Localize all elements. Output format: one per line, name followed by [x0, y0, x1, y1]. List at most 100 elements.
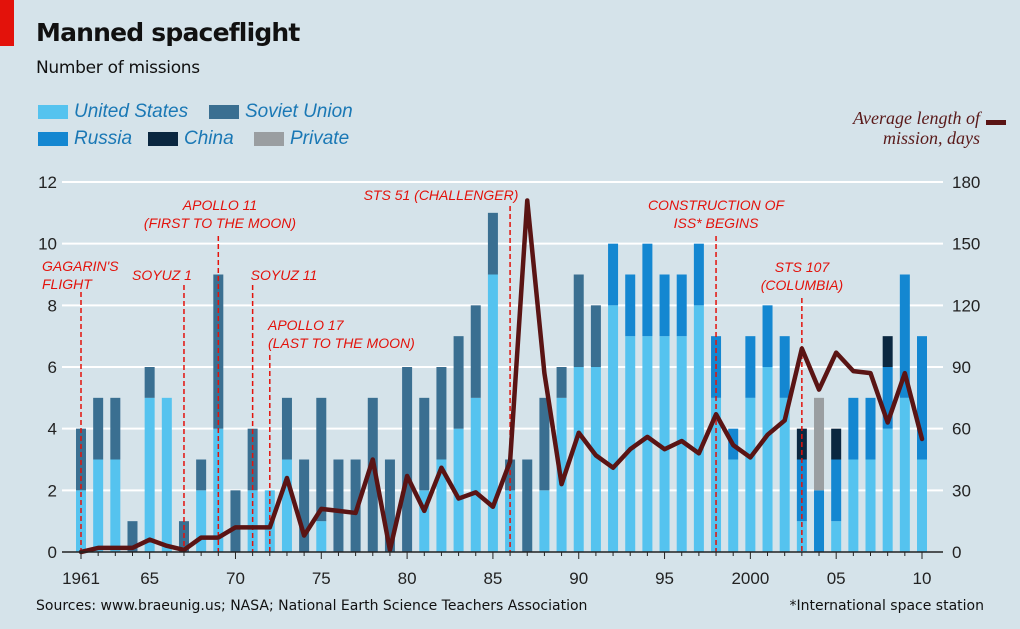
- annotation-label: FLIGHT: [42, 276, 93, 292]
- x-tick-label: 65: [140, 569, 159, 588]
- bar-segment: [281, 397, 292, 460]
- bar-segment: [93, 397, 104, 460]
- legend-label-private: Private: [290, 128, 350, 149]
- bar-segment: [316, 397, 327, 522]
- y-left-tick-label: 10: [38, 235, 57, 254]
- bar-segment: [539, 397, 550, 491]
- bar-segment: [590, 367, 601, 552]
- y-right-tick-label: 120: [952, 296, 980, 315]
- x-tick-label: 75: [312, 569, 331, 588]
- bar-segment: [917, 336, 927, 460]
- bar-segment: [779, 397, 790, 552]
- legend-swatch-china: [148, 132, 178, 146]
- bar-segment: [831, 459, 842, 522]
- bar-segment: [161, 397, 172, 552]
- line-legend: Average length of mission, days: [853, 108, 1006, 148]
- legend-private: Private: [254, 128, 349, 150]
- legend-label-china: China: [184, 128, 234, 149]
- annotation-label: STS 51 (CHALLENGER): [364, 187, 519, 203]
- bar-segment: [865, 397, 876, 460]
- bar-segment: [625, 274, 636, 337]
- x-tick-label: 90: [569, 569, 588, 588]
- annotation-label: (COLUMBIA): [761, 277, 843, 293]
- annotation-label: GAGARIN'S: [42, 258, 119, 274]
- bar-segment: [213, 428, 224, 552]
- annotation-label: STS 107: [775, 259, 831, 275]
- bar-segment: [436, 367, 447, 460]
- bar-segment: [728, 459, 739, 552]
- bar-segment: [127, 521, 138, 552]
- chart-title: Manned spaceflight: [36, 18, 300, 47]
- annotation-label: APOLLO 11: [182, 197, 257, 213]
- x-tick-label: 85: [483, 569, 502, 588]
- footnote: *International space station: [789, 598, 984, 614]
- y-left-tick-label: 8: [48, 296, 57, 315]
- legend-united-states: United States: [38, 101, 188, 123]
- bar-segment: [917, 459, 927, 552]
- bar-segment: [745, 336, 756, 398]
- bar-segment: [316, 521, 327, 552]
- legend-swatch-united-states: [38, 105, 68, 119]
- bar-segment: [281, 459, 292, 552]
- bar-segment: [608, 305, 619, 552]
- bar-segment: [882, 428, 893, 552]
- bar-segment: [573, 274, 584, 367]
- x-tick-label: 80: [398, 569, 417, 588]
- bar-segment: [882, 336, 893, 367]
- bar-segment: [110, 397, 121, 460]
- legend-soviet-union: Soviet Union: [209, 101, 353, 123]
- bar-segment: [573, 367, 584, 552]
- line-legend-label-2: mission, days: [882, 128, 980, 148]
- x-tick-label: 1961: [62, 569, 100, 588]
- bar-segment: [367, 397, 378, 552]
- y-right-tick-label: 30: [952, 481, 971, 500]
- bar-segment: [762, 305, 773, 367]
- bar-segment: [642, 336, 653, 552]
- annotation-label: SOYUZ 1: [132, 267, 192, 283]
- bar-segment: [899, 274, 910, 398]
- y-left-tick-label: 12: [38, 173, 57, 192]
- y-right-tick-label: 0: [952, 543, 961, 562]
- bar-segment: [230, 490, 241, 552]
- x-tick-label: 2000: [731, 569, 769, 588]
- bar-segment: [487, 274, 498, 552]
- bar-segment: [659, 274, 670, 337]
- bar-segment: [470, 397, 481, 552]
- brand-red-mark: [0, 0, 14, 46]
- y-left-tick-label: 6: [48, 358, 57, 377]
- legend-swatch-private: [254, 132, 284, 146]
- y-left-tick-label: 0: [48, 543, 57, 562]
- y-right-tick-label: 90: [952, 358, 971, 377]
- annotation-label: CONSTRUCTION OF: [648, 197, 786, 213]
- line-legend-swatch: [986, 120, 1006, 125]
- bar-segment: [299, 459, 310, 552]
- bar-segment: [436, 459, 447, 552]
- bar-segment: [333, 459, 344, 552]
- bar-segment: [93, 459, 104, 552]
- bar-segment: [384, 459, 395, 552]
- y-right-tick-label: 60: [952, 420, 971, 439]
- bar-segment: [196, 490, 207, 552]
- line-legend-label-1: Average length of: [853, 108, 980, 128]
- x-tick-label: 05: [827, 569, 846, 588]
- legend-label-soviet-union: Soviet Union: [245, 101, 353, 122]
- source-note: Sources: www.braeunig.us; NASA; National…: [36, 598, 588, 614]
- bar-segment: [196, 459, 207, 491]
- bar-segment: [144, 397, 155, 552]
- bar-segment: [419, 490, 430, 552]
- bar-segment: [848, 459, 859, 552]
- y-left-tick-label: 4: [48, 420, 57, 439]
- bar-segment: [676, 336, 687, 552]
- bar-segment: [848, 397, 859, 460]
- legend-label-united-states: United States: [74, 101, 189, 122]
- bar-segment: [144, 367, 155, 398]
- bar-segment: [76, 490, 86, 552]
- bar-segment: [642, 243, 653, 337]
- bar-segment: [899, 397, 910, 552]
- bar-segment: [711, 397, 722, 552]
- bar-segment: [814, 397, 825, 491]
- bar-segment: [487, 212, 498, 275]
- bar-segment: [676, 274, 687, 337]
- bar-segment: [882, 367, 893, 429]
- bar-segment: [453, 336, 464, 429]
